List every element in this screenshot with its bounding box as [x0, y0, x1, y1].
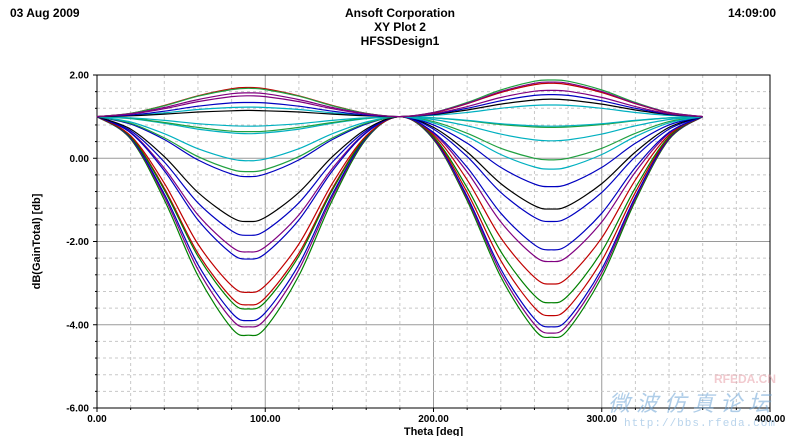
data-series [96, 79, 704, 339]
y-tick-label: 0.00 [70, 154, 90, 165]
x-tick-label: 400.00 [755, 414, 786, 425]
y-axis-label: dB(GainTotal) [db] [31, 193, 43, 289]
time-label: 14:09:00 [727, 6, 776, 20]
series-line [96, 115, 703, 236]
series-line [96, 81, 703, 118]
x-tick-label: 100.00 [250, 414, 281, 425]
plot-title: XY Plot 2 [374, 20, 426, 34]
y-tick-label: -4.00 [66, 320, 89, 331]
y-tick-label: 2.00 [70, 71, 90, 82]
design-name: HFSSDesign1 [360, 34, 440, 48]
date-label: 03 Aug 2009 [10, 6, 80, 20]
x-tick-label: 0.00 [87, 414, 107, 425]
y-tick-label: -2.00 [66, 237, 89, 248]
axis-ticks: 0.00 100.00 200.00 300.00 400.00 2.00 0.00 -2.0… [66, 71, 786, 426]
x-axis-label: Theta [deg] [404, 426, 464, 436]
x-tick-label: 200.00 [418, 414, 449, 425]
plot-header: Ansoft Corporation XY Plot 2 HFSSDesign1 [0, 6, 800, 48]
x-tick-label: 300.00 [586, 414, 617, 425]
y-tick-label: -6.00 [66, 404, 89, 415]
company-name: Ansoft Corporation [345, 6, 455, 20]
